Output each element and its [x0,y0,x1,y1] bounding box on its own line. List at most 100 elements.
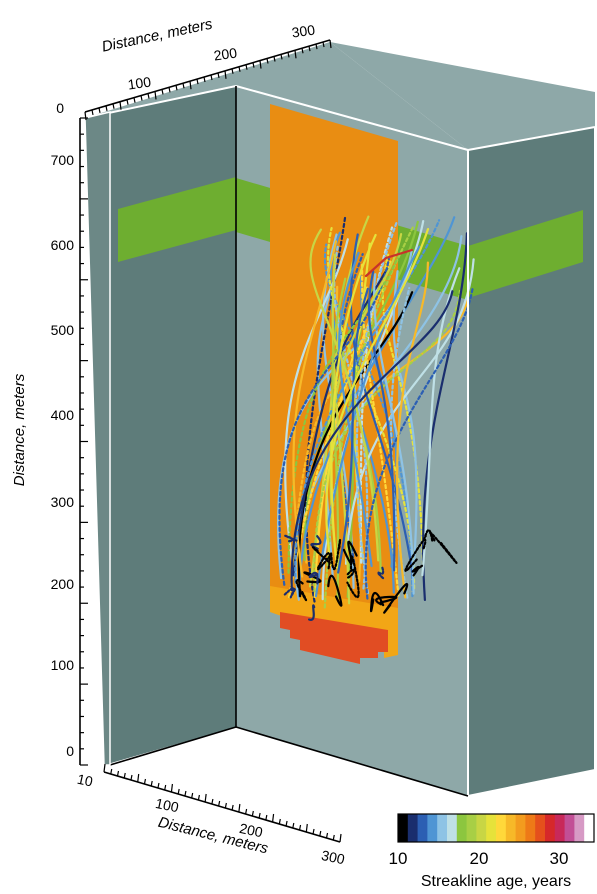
axis-tick [298,824,302,831]
axis-tick [285,820,288,827]
axis-tick [91,109,94,116]
streakline-source [429,531,458,564]
axis-tick [210,74,213,81]
colorbar-swatch [466,814,477,842]
colorbar-swatch [584,814,595,842]
bottom-tick-10: 10 [76,771,95,790]
vertical-axis-ticks: 0 100 200 300 400 500 600 700 0 [51,100,75,759]
streakline [325,228,430,567]
streakline [278,257,390,586]
axis-tick [339,833,342,843]
vtick-500: 500 [51,322,75,338]
axis-tick [154,91,157,100]
streakline-source [295,579,308,602]
axis-tick [137,773,140,783]
axis-tick [161,89,164,95]
source-core [280,612,388,664]
colorbar-swatch [456,814,468,842]
colorbar-swatch [496,814,507,842]
streakline [329,233,403,566]
axis-tick [112,103,115,109]
axis-tick [164,784,167,791]
top-tick-100: 100 [127,73,153,92]
vtick-200: 200 [51,576,75,592]
axis-tick [133,97,136,103]
green-layer-left [118,177,236,262]
colorbar [398,814,595,842]
streakline-source [383,583,409,614]
axis-tick [294,50,297,59]
axis-tick [252,62,255,68]
axis-tick [218,800,221,807]
streakline-source [404,538,427,572]
vertical-axis-title: Distance, meters [11,373,28,486]
colorbar-tick-10: 10 [389,849,408,868]
streakline [331,253,351,605]
streaklines [276,215,475,621]
streakline-source [316,552,333,571]
axis-tick [319,830,322,837]
axis-tick [175,85,178,91]
colorbar-swatch [486,814,497,842]
vtick-300: 300 [51,494,75,510]
streakline-source [329,539,342,571]
vtick-700: 700 [51,152,75,168]
axis-tick [238,66,241,72]
axis-tick [258,812,261,819]
axis-tick [143,778,147,785]
colorbar-swatch [564,814,575,842]
axis-tick [177,788,180,795]
streakline-source [423,529,434,542]
axis-tick [119,101,122,110]
streakline-source [284,534,299,543]
streakline-oldest [364,248,414,278]
axis-tick [191,792,194,799]
block-top-face-right [330,42,595,150]
vtick-600: 600 [51,237,75,253]
axis-tick [189,81,192,90]
streakline [381,253,425,578]
streakline [349,233,415,579]
colorbar-swatch [535,814,546,842]
colorbar-swatch [545,814,556,842]
colorbar-tick-20: 20 [470,849,489,868]
axis-tick [265,814,268,821]
axis-ticks [80,39,342,843]
axis-tick [238,803,241,813]
axis-tick [168,87,171,93]
axis-tick [271,813,275,823]
streakline-source [345,568,355,579]
streakline [355,221,398,595]
streakline [292,240,338,578]
axis-tick [322,41,325,48]
axis-tick [110,768,113,775]
left-wall-front-face [84,111,111,766]
axis-tick [123,772,126,779]
streakline [372,273,415,595]
axis-tick [287,52,290,58]
colorbar-frame [397,813,595,843]
axis-tick [197,794,200,801]
streakline [344,258,475,565]
axis-tick [245,808,248,815]
streakline-source [376,566,385,580]
colorbar-title: Streakline age, years [421,873,571,890]
axis-tick [292,822,295,829]
axis-tick [224,802,227,809]
axis-tick [245,64,248,70]
axis-tick [280,54,283,60]
streakline-source [375,595,398,606]
streakline-source [411,564,424,577]
axis-tick [329,39,332,49]
streakline [421,267,461,577]
streakline [395,261,429,599]
colorbar-tick-30: 30 [550,849,569,868]
axis-tick [184,790,187,797]
streakline [309,228,380,562]
axis-tick [157,782,160,789]
axis-tick [217,72,220,79]
axis-tick [315,43,318,50]
axis-tick [203,76,206,83]
axis-tick [266,58,269,64]
